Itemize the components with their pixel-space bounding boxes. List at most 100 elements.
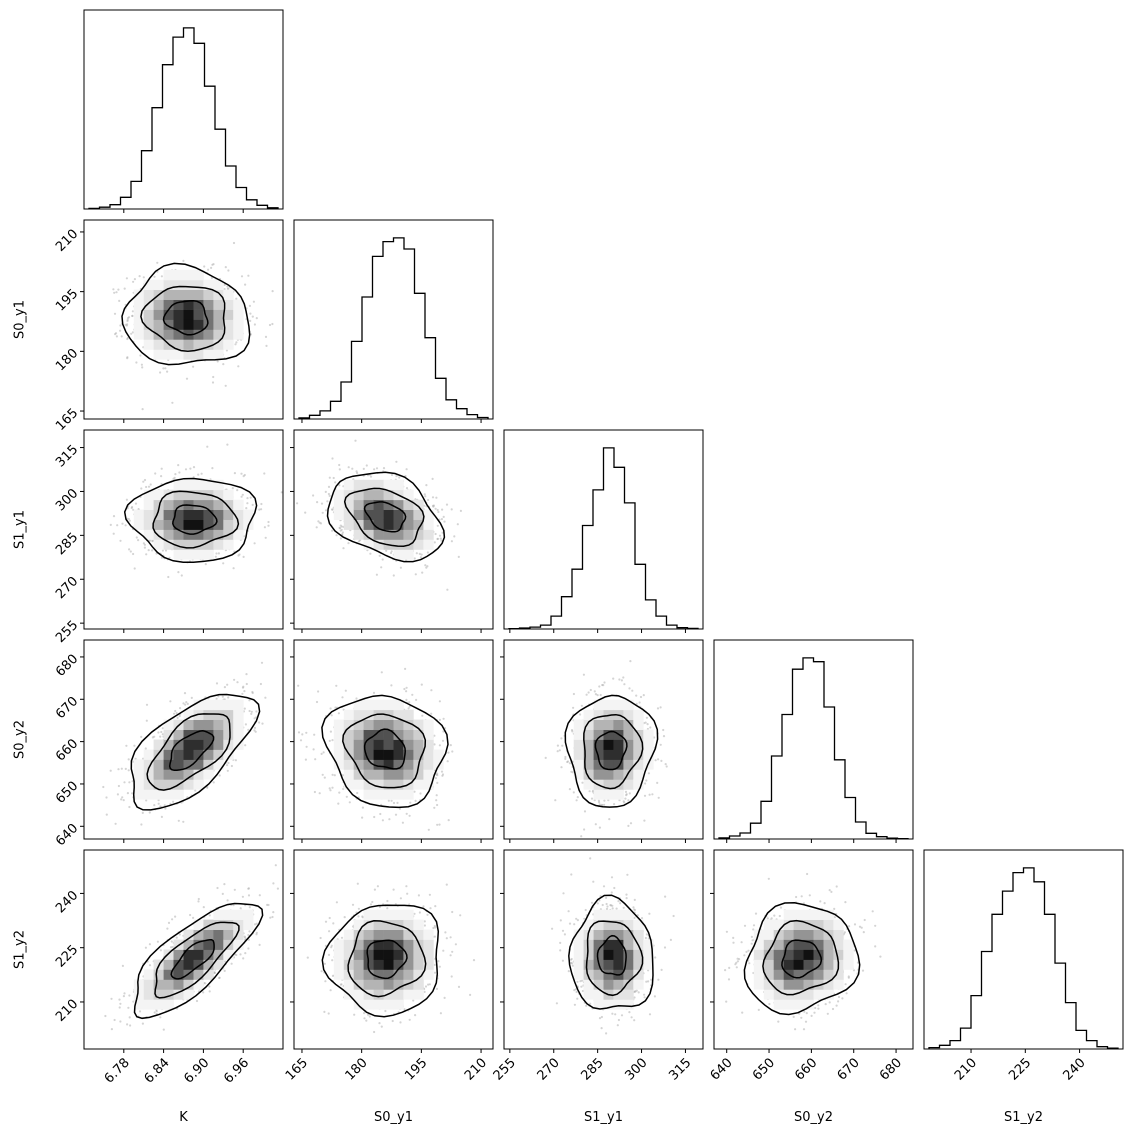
panel-s1-y2-vs-s0-y2 (724, 872, 882, 1031)
y-tick-label: 300 (53, 486, 81, 514)
contour-middle (140, 285, 226, 352)
panel-s0-y2-vs-k (102, 661, 267, 826)
panel-frame (83, 849, 284, 1050)
histogram-line (718, 657, 909, 840)
contour-outer (564, 694, 659, 808)
y-tick-label: 670 (53, 694, 81, 722)
density-grid (133, 909, 254, 1010)
histogram-line (88, 27, 279, 210)
panel-s1-y1-vs-k (109, 443, 283, 579)
contour-inner (162, 300, 209, 336)
histogram-line (298, 237, 489, 419)
contour-middle (347, 920, 427, 998)
y-tick-label: 195 (53, 286, 81, 314)
x-tick-labels-s0-y1: 165 180 195 210 (283, 1055, 490, 1083)
contours (743, 902, 861, 1016)
y-tick-labels-s1-y2: 210 225 240 (53, 888, 81, 1025)
panel-s1-y2-vs-s0-y1 (306, 882, 476, 1034)
x-axis-title-k: K (179, 1110, 188, 1125)
panel-frame (713, 639, 914, 840)
x-axis-title-s1-y2: S1_y2 (1004, 1110, 1043, 1125)
contour-middle (152, 490, 240, 549)
panel-frame (293, 849, 494, 1050)
y-tick-label: 315 (53, 442, 81, 470)
panel-s1-y1-vs-s0-y1 (296, 439, 462, 591)
contour-inner (363, 728, 406, 770)
contours (133, 902, 264, 1020)
panel-s0-y1-vs-k (112, 241, 274, 411)
contour-middle (343, 487, 425, 547)
y-tick-label: 210 (53, 997, 81, 1025)
contour-inner (594, 730, 628, 771)
y-tick-label: 180 (53, 346, 81, 374)
contours (564, 694, 659, 808)
density-grid (753, 909, 854, 1010)
x-tick-labels-s1-y2: 210 225 240 (952, 1055, 1089, 1083)
histogram-k (88, 27, 279, 210)
y-axis-title-s0-y2: S0_y2 (13, 720, 28, 759)
contour-inner (781, 939, 823, 979)
contour-outer (130, 693, 261, 811)
y-tick-label: 240 (53, 888, 81, 916)
contour-middle (583, 713, 644, 790)
x-tick-label: 6.96 (221, 1055, 252, 1086)
contour-middle (146, 713, 231, 791)
density-grid (333, 479, 434, 560)
contour-outer (743, 902, 861, 1016)
contour-inner (363, 501, 407, 533)
panel-frame (293, 429, 494, 630)
y-tick-label: 165 (53, 406, 81, 434)
histogram-s0-y2 (718, 657, 909, 840)
y-tick-labels-s1-y1: 255 270 285 300 315 (53, 442, 81, 646)
x-tick-label: 285 (579, 1055, 607, 1083)
x-tick-label: 6.78 (102, 1055, 133, 1086)
histogram-s0-y1 (298, 237, 489, 419)
contour-middle (585, 920, 644, 997)
x-tick-label: 210 (462, 1055, 490, 1083)
x-axis-title-s1-y1: S1_y1 (584, 1110, 623, 1125)
contour-inner (366, 939, 408, 980)
contour-inner (172, 504, 218, 535)
panel-s1-y2-vs-k (104, 864, 283, 1031)
contour-middle (154, 921, 240, 999)
y-tick-label: 650 (53, 779, 81, 807)
density-grid (133, 479, 254, 560)
density-grid (133, 699, 244, 800)
contour-middle (342, 713, 427, 789)
x-axis-title-s0-y1: S0_y1 (374, 1110, 413, 1125)
histogram-s1-y1 (508, 447, 699, 630)
x-tick-label: 640 (708, 1055, 736, 1083)
y-axis-title-s1-y1: S1_y1 (13, 510, 28, 549)
x-tick-label: 195 (402, 1055, 430, 1083)
contour-inner (170, 938, 215, 980)
panel-frame (293, 219, 494, 420)
panel-frame (83, 9, 284, 210)
contour-outer (321, 694, 449, 809)
panel-frame (713, 849, 914, 1050)
contour-middle (762, 919, 840, 996)
y-axis-title-s0-y1: S0_y1 (13, 300, 28, 339)
contour-outer (133, 902, 264, 1020)
x-tick-label: 650 (750, 1055, 778, 1083)
x-tick-labels-s1-y1: 255 270 285 300 315 (491, 1055, 695, 1083)
contour-outer (326, 471, 446, 563)
histogram-line (508, 447, 699, 630)
x-tick-labels-s0-y2: 640 650 660 670 680 (708, 1055, 906, 1083)
x-tick-label: 6.90 (181, 1055, 212, 1086)
y-tick-label: 285 (53, 530, 81, 558)
density-grid (133, 269, 244, 360)
panel-frame (293, 639, 494, 840)
contours (326, 471, 446, 563)
contour-outer (568, 894, 654, 1010)
contour-inner (168, 730, 215, 772)
y-tick-label: 680 (53, 652, 81, 680)
panel-frame (503, 849, 704, 1050)
contours (130, 693, 261, 811)
contour-outer (321, 904, 440, 1018)
histogram-s1-y2 (928, 867, 1119, 1049)
y-tick-label: 660 (53, 736, 81, 764)
y-tick-label: 270 (53, 574, 81, 602)
x-tick-label: 660 (792, 1055, 820, 1083)
x-tick-label: 210 (952, 1055, 980, 1083)
